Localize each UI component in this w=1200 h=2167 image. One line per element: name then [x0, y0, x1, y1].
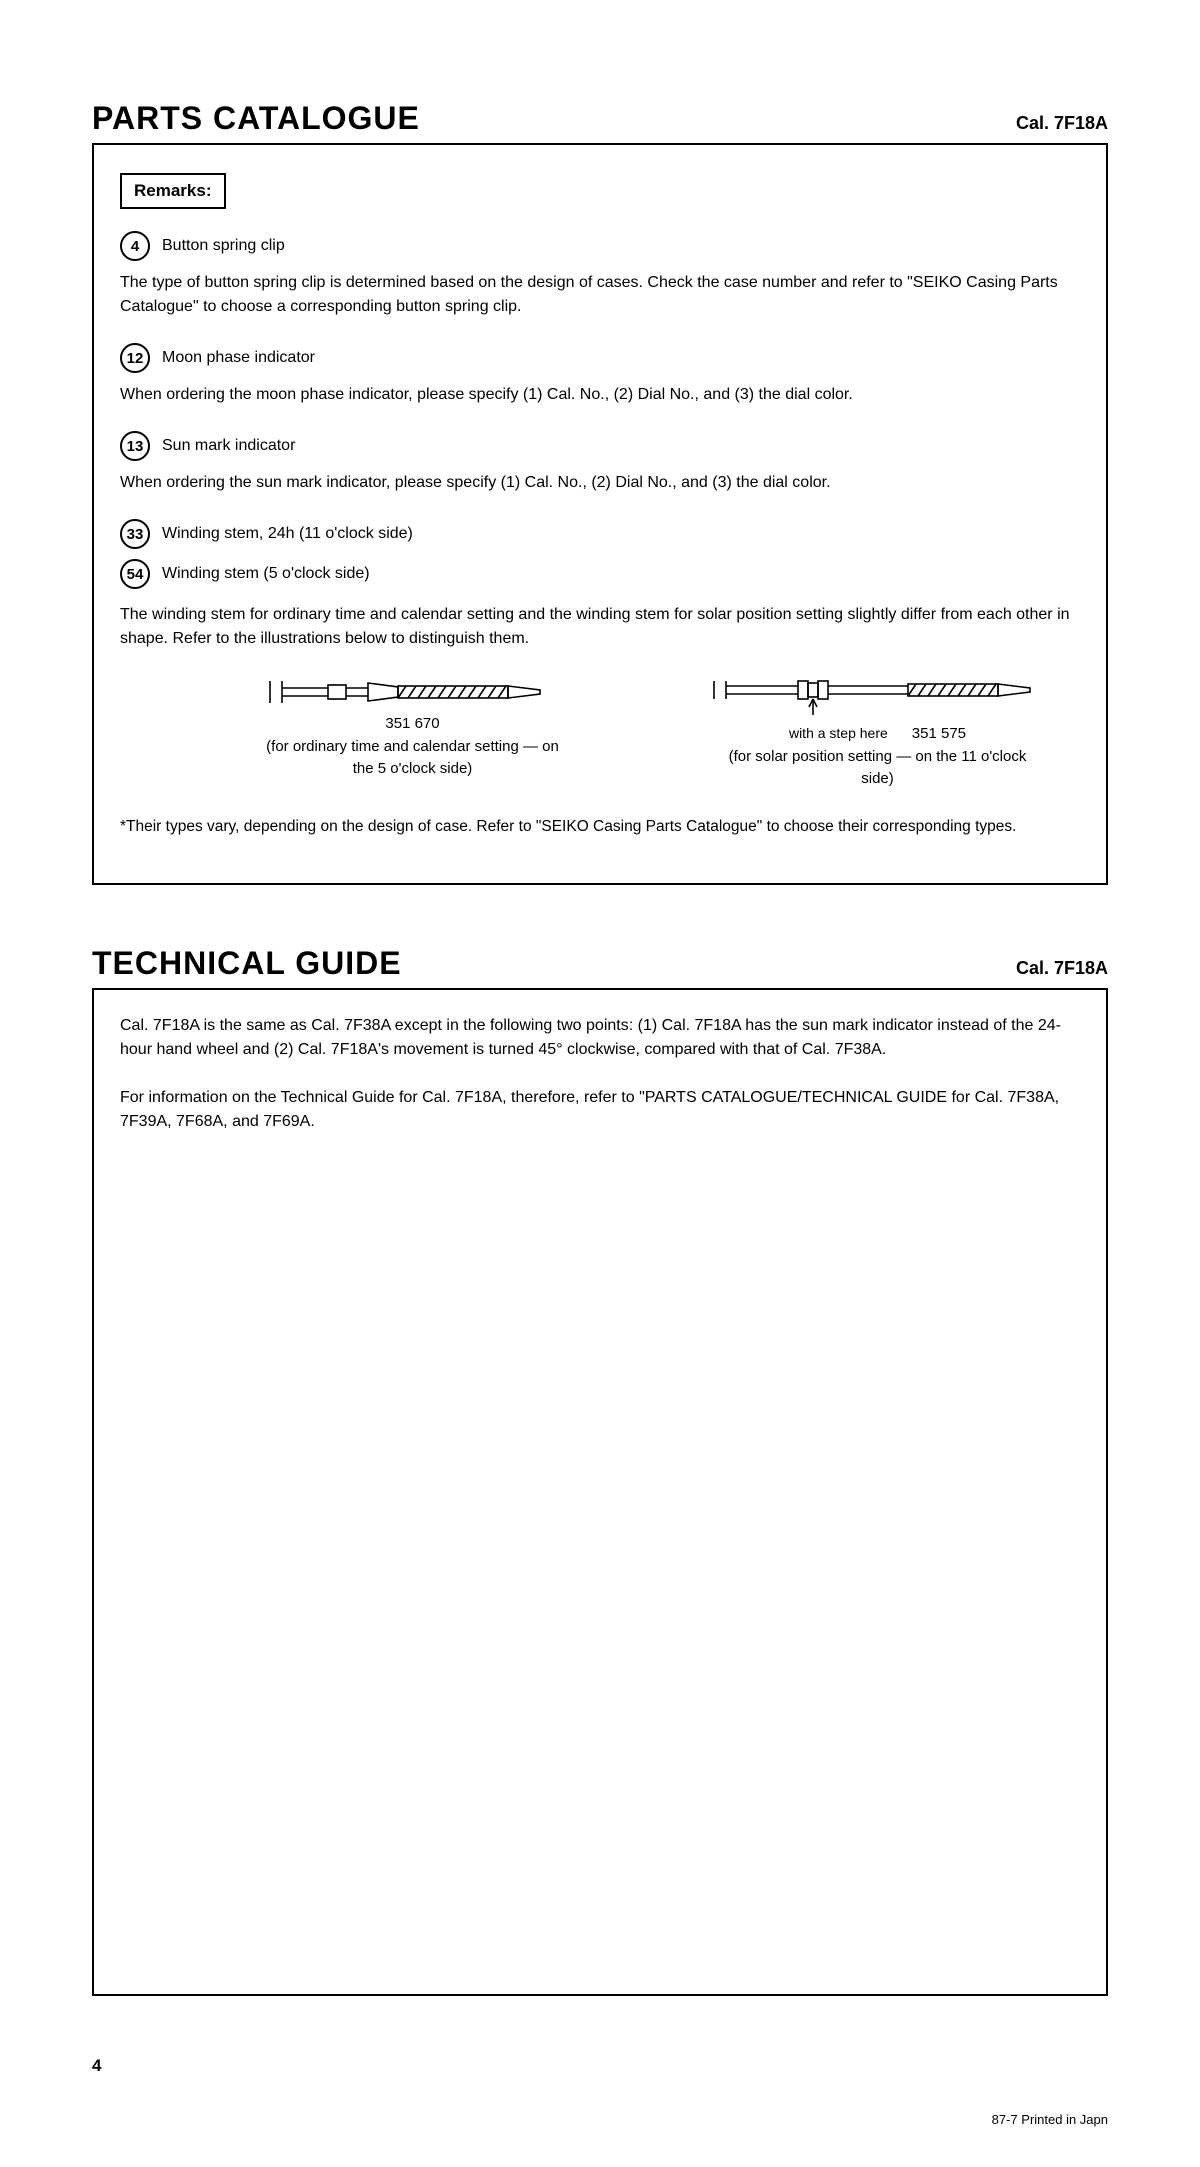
circle-33: 33	[120, 519, 150, 549]
diagram-left: 351 670 (for ordinary time and calendar …	[210, 675, 615, 791]
item-4-row: 4 Button spring clip	[120, 231, 1080, 261]
item-54-row: 54 Winding stem (5 o'clock side)	[120, 559, 1080, 589]
item-33-title: Winding stem, 24h (11 o'clock side)	[162, 525, 413, 543]
item-12-row: 12 Moon phase indicator	[120, 343, 1080, 373]
diagram-left-desc: (for ordinary time and calendar setting …	[263, 736, 563, 781]
diagram-left-part: 351 670	[385, 713, 439, 736]
stem-body: The winding stem for ordinary time and c…	[120, 603, 1080, 651]
diagram-right-desc: (for solar position setting — on the 11 …	[728, 746, 1028, 791]
page: PARTS CATALOGUE Cal. 7F18A Remarks: 4 Bu…	[0, 0, 1200, 2167]
parts-header-row: PARTS CATALOGUE Cal. 7F18A	[92, 100, 1108, 137]
remarks-badge: Remarks:	[120, 173, 226, 209]
circle-13: 13	[120, 431, 150, 461]
item-54-title: Winding stem (5 o'clock side)	[162, 565, 370, 583]
item-12-title: Moon phase indicator	[162, 349, 315, 367]
tech-header-row: TECHNICAL GUIDE Cal. 7F18A	[92, 945, 1108, 982]
parts-box: Remarks: 4 Button spring clip The type o…	[92, 143, 1108, 885]
diagram-right: with a step here 351 575 (for solar posi…	[675, 675, 1080, 791]
page-number: 4	[92, 2056, 1108, 2076]
item-13-title: Sun mark indicator	[162, 437, 295, 455]
item-33-row: 33 Winding stem, 24h (11 o'clock side)	[120, 519, 1080, 549]
circle-12: 12	[120, 343, 150, 373]
cal-label-bottom: Cal. 7F18A	[1016, 958, 1108, 979]
tech-para1: Cal. 7F18A is the same as Cal. 7F38A exc…	[120, 1014, 1080, 1062]
item-4-body: The type of button spring clip is determ…	[120, 271, 1080, 319]
diagram-right-step: with a step here	[789, 723, 888, 744]
parts-title: PARTS CATALOGUE	[92, 100, 420, 137]
item-13-body: When ordering the sun mark indicator, pl…	[120, 471, 1080, 495]
item-4-title: Button spring clip	[162, 237, 285, 255]
print-label: 87-7 Printed in Japn	[92, 2112, 1108, 2127]
item-13-row: 13 Sun mark indicator	[120, 431, 1080, 461]
diagram-right-part: 351 575	[912, 723, 966, 746]
parts-footnote: *Their types vary, depending on the desi…	[120, 815, 1080, 838]
circle-54: 54	[120, 559, 150, 589]
tech-box: Cal. 7F18A is the same as Cal. 7F38A exc…	[92, 988, 1108, 1996]
diagrams-row: 351 670 (for ordinary time and calendar …	[210, 675, 1080, 791]
circle-4: 4	[120, 231, 150, 261]
stem-left-svg	[268, 675, 558, 709]
tech-para2: For information on the Technical Guide f…	[120, 1086, 1080, 1134]
tech-title: TECHNICAL GUIDE	[92, 945, 402, 982]
cal-label-top: Cal. 7F18A	[1016, 113, 1108, 134]
stem-right-svg	[708, 675, 1048, 719]
item-12-body: When ordering the moon phase indicator, …	[120, 383, 1080, 407]
